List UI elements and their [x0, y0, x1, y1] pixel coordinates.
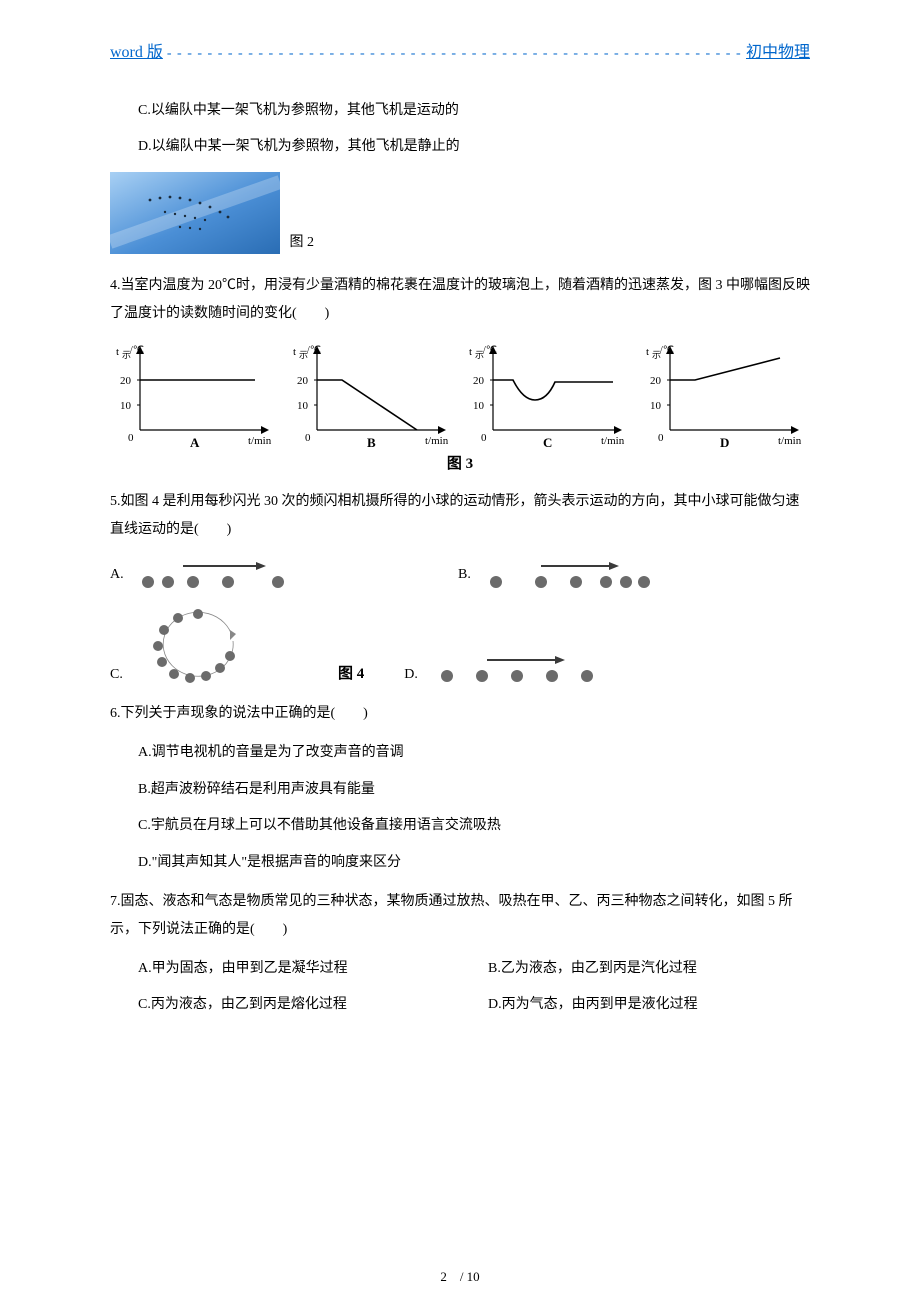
sky-planes-icon — [110, 172, 280, 254]
svg-text:10: 10 — [297, 400, 309, 412]
q5-opt-c-icon — [138, 606, 258, 686]
svg-text:D: D — [720, 435, 729, 450]
q7-options-row-1: A.甲为固态，由甲到乙是凝华过程 B.乙为液态，由乙到丙是汽化过程 — [110, 958, 810, 980]
q6-option-a: A.调节电视机的音量是为了改变声音的音调 — [110, 742, 810, 764]
figure-2-image — [110, 172, 280, 254]
svg-text:10: 10 — [650, 400, 662, 412]
svg-text:0: 0 — [128, 432, 134, 444]
header-dash-divider: - - - - - - - - - - - - - - - - - - - - … — [163, 43, 746, 65]
chart-c: t示/℃ 20 10 0 t/min C — [463, 340, 633, 450]
chart-b: t示/℃ 20 10 0 t/min B — [287, 340, 457, 450]
svg-text:C: C — [543, 435, 552, 450]
svg-text:/℃: /℃ — [483, 345, 497, 356]
figure-3-charts: t示/℃ 20 10 0 t/min A t示/℃ 20 10 0 t/min — [110, 340, 810, 450]
q5-opt-d-label: D. — [404, 664, 432, 686]
q7-option-b: B.乙为液态，由乙到丙是汽化过程 — [460, 958, 810, 980]
svg-text:t/min: t/min — [248, 435, 272, 447]
svg-text:20: 20 — [120, 375, 132, 387]
figure-2-row: 图 2 — [110, 172, 810, 254]
q5-opt-b-icon — [486, 558, 666, 592]
svg-text:t: t — [646, 346, 649, 358]
page-header: word 版 - - - - - - - - - - - - - - - - -… — [110, 40, 810, 66]
q5-opt-b-label: B. — [458, 564, 486, 586]
q7-option-a: A.甲为固态，由甲到乙是凝华过程 — [110, 958, 460, 980]
q7-option-c: C.丙为液态，由乙到丙是熔化过程 — [110, 994, 460, 1016]
figure-2-label: 图 2 — [290, 235, 315, 250]
svg-text:10: 10 — [473, 400, 485, 412]
q5-opt-a-label: A. — [110, 564, 138, 586]
chart-d-svg: t示/℃ 20 10 0 t/min D — [640, 340, 810, 450]
svg-text:0: 0 — [481, 432, 487, 444]
header-right-label: 初中物理 — [746, 40, 810, 66]
svg-text:/℃: /℃ — [307, 345, 321, 356]
svg-text:0: 0 — [658, 432, 664, 444]
question-4-stem: 4.当室内温度为 20℃时，用浸有少量酒精的棉花裹在温度计的玻璃泡上，随着酒精的… — [110, 272, 810, 328]
svg-text:t/min: t/min — [601, 435, 625, 447]
question-6-stem: 6.下列关于声现象的说法中正确的是( ) — [110, 700, 810, 728]
page-footer: 2 / 10 — [0, 1267, 920, 1288]
question-5-stem: 5.如图 4 是利用每秒闪光 30 次的频闪相机摄所得的小球的运动情形，箭头表示… — [110, 488, 810, 544]
q6-option-c: C.宇航员在月球上可以不借助其他设备直接用语言交流吸热 — [110, 815, 810, 837]
q5-opt-d-icon — [432, 652, 612, 686]
chart-a: t示/℃ 20 10 0 t/min A — [110, 340, 280, 450]
svg-text:20: 20 — [650, 375, 662, 387]
svg-text:B: B — [367, 435, 376, 450]
header-left-label: word 版 — [110, 40, 163, 66]
svg-text:t/min: t/min — [778, 435, 802, 447]
figure-4-block: A. B. C. — [110, 558, 810, 686]
q5-opt-a-icon — [138, 558, 318, 592]
svg-text:10: 10 — [120, 400, 132, 412]
svg-text:20: 20 — [473, 375, 485, 387]
figure-3-caption: 图 3 — [110, 452, 810, 476]
q7-option-d: D.丙为气态，由丙到甲是液化过程 — [460, 994, 810, 1016]
question-7-stem: 7.固态、液态和气态是物质常见的三种状态，某物质通过放热、吸热在甲、乙、丙三种物… — [110, 888, 810, 944]
svg-text:A: A — [190, 435, 200, 450]
svg-text:/℃: /℃ — [130, 345, 144, 356]
chart-c-svg: t示/℃ 20 10 0 t/min C — [463, 340, 633, 450]
chart-b-svg: t示/℃ 20 10 0 t/min B — [287, 340, 457, 450]
svg-text:t: t — [469, 346, 472, 358]
svg-text:t/min: t/min — [425, 435, 449, 447]
q7-options-row-2: C.丙为液态，由乙到丙是熔化过程 D.丙为气态，由丙到甲是液化过程 — [110, 994, 810, 1016]
q6-option-d: D."闻其声知其人"是根据声音的响度来区分 — [110, 852, 810, 874]
leading-option-c: C.以编队中某一架飞机为参照物，其他飞机是运动的 — [110, 100, 810, 122]
figure-4-caption: 图 4 — [338, 662, 364, 686]
svg-text:20: 20 — [297, 375, 309, 387]
q5-opt-c-label: C. — [110, 664, 138, 686]
svg-text:t: t — [293, 346, 296, 358]
svg-text:t: t — [116, 346, 119, 358]
leading-option-d: D.以编队中某一架飞机为参照物，其他飞机是静止的 — [110, 136, 810, 158]
q6-option-b: B.超声波粉碎结石是利用声波具有能量 — [110, 779, 810, 801]
chart-d: t示/℃ 20 10 0 t/min D — [640, 340, 810, 450]
chart-a-svg: t示/℃ 20 10 0 t/min A — [110, 340, 280, 450]
svg-text:0: 0 — [305, 432, 311, 444]
svg-text:/℃: /℃ — [660, 345, 674, 356]
